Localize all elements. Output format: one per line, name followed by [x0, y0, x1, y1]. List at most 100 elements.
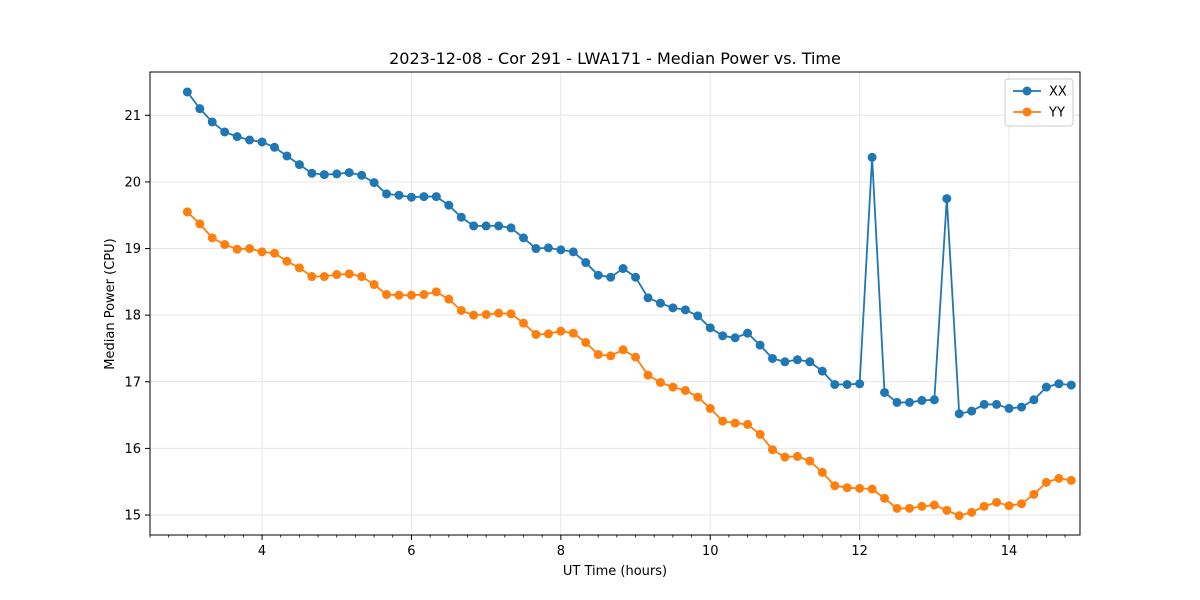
data-point-xx	[257, 137, 267, 147]
data-point-yy	[294, 263, 304, 273]
data-point-xx	[568, 247, 578, 257]
data-point-yy	[456, 305, 466, 315]
data-point-xx	[643, 293, 653, 303]
data-point-yy	[307, 272, 317, 282]
data-point-xx	[867, 152, 877, 162]
data-point-xx	[531, 244, 541, 254]
y-tick-label: 16	[124, 442, 141, 457]
axes-ticks: 4 6 8 10 12 14 15 16 17 18 19 20 21	[124, 109, 1066, 559]
data-point-yy	[506, 309, 516, 319]
data-point-xx	[668, 303, 678, 313]
data-point-yy	[419, 290, 429, 300]
data-point-xx	[680, 305, 690, 315]
data-point-xx	[967, 406, 977, 416]
data-point-xx	[1041, 382, 1051, 392]
data-point-yy	[892, 503, 902, 513]
data-point-xx	[1017, 402, 1027, 412]
data-point-xx	[767, 353, 777, 363]
data-point-xx	[780, 357, 790, 367]
data-point-yy	[444, 294, 454, 304]
data-point-yy	[270, 248, 280, 258]
grid	[150, 72, 1080, 535]
data-point-xx	[419, 192, 429, 202]
data-point-yy	[1029, 489, 1039, 499]
data-point-xx	[195, 104, 205, 114]
data-point-xx	[718, 331, 728, 341]
data-point-yy	[680, 385, 690, 395]
data-point-yy	[817, 467, 827, 477]
data-point-xx	[606, 272, 616, 282]
data-point-yy	[842, 483, 852, 493]
data-point-yy	[382, 290, 392, 300]
legend-marker-yy	[1022, 107, 1032, 117]
data-point-yy	[655, 377, 665, 387]
data-point-xx	[543, 243, 553, 253]
data-point-yy	[369, 280, 379, 290]
legend-marker-xx	[1022, 86, 1032, 96]
data-point-yy	[469, 310, 479, 320]
y-tick-label: 17	[124, 375, 141, 390]
data-point-yy	[207, 233, 217, 243]
legend: XX YY	[1004, 78, 1074, 127]
data-point-yy	[319, 272, 329, 282]
data-point-xx	[232, 132, 242, 142]
plot-frame	[149, 71, 1081, 536]
data-point-xx	[406, 192, 416, 202]
data-point-yy	[780, 452, 790, 462]
data-point-xx	[469, 221, 479, 231]
data-point-yy	[668, 382, 678, 392]
data-point-yy	[1004, 501, 1014, 511]
y-tick-label: 19	[124, 242, 141, 257]
data-point-xx	[880, 387, 890, 397]
data-point-xx	[506, 223, 516, 233]
data-point-yy	[282, 256, 292, 266]
data-point-yy	[556, 326, 566, 336]
data-point-yy	[618, 345, 628, 355]
data-point-xx	[755, 340, 765, 350]
data-point-xx	[319, 170, 329, 180]
data-point-xx	[369, 178, 379, 188]
data-point-xx	[631, 272, 641, 282]
data-point-yy	[830, 481, 840, 491]
data-point-xx	[842, 379, 852, 389]
data-point-yy	[929, 500, 939, 510]
data-point-yy	[730, 418, 740, 428]
series-yy	[182, 207, 1076, 521]
data-point-xx	[655, 298, 665, 308]
data-point-xx	[929, 395, 939, 405]
data-point-xx	[494, 221, 504, 231]
data-point-xx	[855, 379, 865, 389]
data-point-xx	[357, 170, 367, 180]
data-point-yy	[979, 501, 989, 511]
x-axis-label: UT Time (hours)	[563, 564, 667, 579]
data-point-yy	[406, 290, 416, 300]
data-point-xx	[942, 194, 952, 204]
y-tick-label: 21	[124, 109, 141, 124]
data-point-xx	[693, 311, 703, 321]
data-point-xx	[1029, 395, 1039, 405]
data-point-xx	[444, 200, 454, 210]
data-point-yy	[693, 392, 703, 402]
data-point-yy	[705, 403, 715, 413]
data-point-xx	[730, 333, 740, 343]
data-point-xx	[332, 169, 342, 179]
data-point-yy	[332, 270, 342, 280]
data-point-xx	[481, 221, 491, 231]
data-point-yy	[1066, 475, 1076, 485]
data-point-yy	[767, 445, 777, 455]
data-point-yy	[494, 308, 504, 318]
data-point-yy	[718, 416, 728, 426]
y-tick-label: 20	[124, 175, 141, 190]
data-point-yy	[568, 328, 578, 338]
data-point-xx	[805, 357, 815, 367]
data-point-yy	[992, 497, 1002, 507]
data-point-xx	[917, 395, 927, 405]
data-point-xx	[220, 127, 230, 137]
data-point-yy	[643, 370, 653, 380]
data-point-xx	[344, 168, 354, 178]
x-tick-label: 10	[702, 544, 719, 559]
data-point-yy	[606, 351, 616, 361]
data-point-yy	[431, 287, 441, 297]
data-point-yy	[195, 219, 205, 229]
x-tick-label: 12	[851, 544, 868, 559]
